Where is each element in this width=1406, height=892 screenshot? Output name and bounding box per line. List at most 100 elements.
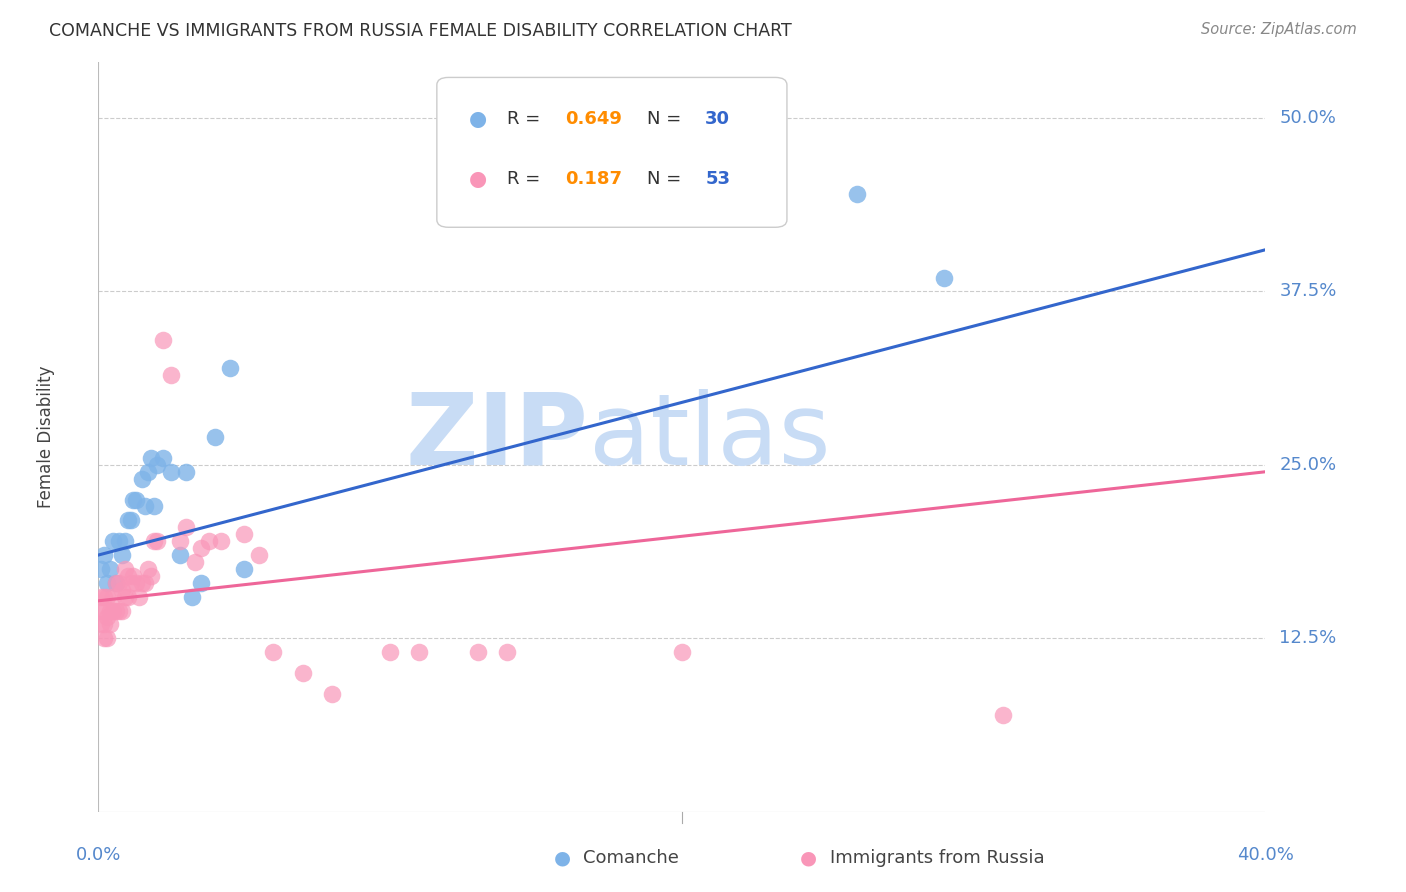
Point [98,617,121,632]
Point [114,534,136,549]
Point [93,617,115,632]
Text: 0.187: 0.187 [565,169,623,187]
Point [117,590,139,604]
Point [146,458,169,472]
Point [117,513,139,527]
Point [108,603,131,617]
Text: ●: ● [468,109,486,128]
Point [160,368,183,382]
Text: 37.5%: 37.5% [1279,283,1337,301]
Point [111,582,134,597]
Point [96,575,118,590]
Point [146,534,169,549]
Point [846,187,869,202]
Point [93,590,115,604]
Point [104,575,127,590]
Point [142,500,165,514]
Point [183,555,205,569]
Point [96,590,118,604]
Point [128,590,150,604]
Point [139,450,162,465]
Point [101,534,124,549]
Point [233,562,256,576]
Text: 30: 30 [706,110,730,128]
Point [108,575,131,590]
Text: Comanche: Comanche [583,849,679,867]
Point [93,603,115,617]
Text: 0.649: 0.649 [565,110,621,128]
Point [90,617,112,632]
Point [408,645,430,659]
Point [198,534,221,549]
Point [90,590,112,604]
Point [233,527,256,541]
Point [991,707,1014,722]
Point [380,645,402,659]
FancyBboxPatch shape [437,78,787,227]
Point [122,492,145,507]
Text: ZIP: ZIP [406,389,589,485]
Point [218,360,240,375]
Point [120,513,142,527]
Point [180,590,202,604]
Text: ●: ● [554,848,571,868]
Point [117,569,139,583]
Text: Immigrants from Russia: Immigrants from Russia [830,849,1045,867]
Text: 0.0%: 0.0% [76,847,121,864]
Point [122,569,145,583]
Point [139,569,162,583]
Point [98,562,121,576]
Point [169,534,191,549]
Point [111,603,134,617]
Text: 12.5%: 12.5% [1279,629,1337,648]
Point [98,603,121,617]
Point [114,590,136,604]
Point [125,575,148,590]
Point [321,687,343,701]
Point [120,575,142,590]
Point [160,465,183,479]
Point [152,333,174,347]
Text: R =: R = [508,169,546,187]
Text: N =: N = [647,169,688,187]
Point [134,500,156,514]
Point [496,645,519,659]
Point [142,534,165,549]
Point [131,472,153,486]
Point [190,575,212,590]
Text: ●: ● [468,169,486,188]
Point [152,450,174,465]
Point [291,665,314,680]
Point [90,603,112,617]
Point [204,430,226,444]
Point [134,575,156,590]
Point [136,562,159,576]
Text: R =: R = [508,110,546,128]
Text: COMANCHE VS IMMIGRANTS FROM RUSSIA FEMALE DISABILITY CORRELATION CHART: COMANCHE VS IMMIGRANTS FROM RUSSIA FEMAL… [49,22,792,40]
Point [96,632,118,646]
Point [174,465,197,479]
Point [90,562,112,576]
Point [111,548,134,562]
Point [136,465,159,479]
Point [190,541,212,555]
Text: ●: ● [800,848,817,868]
Point [101,603,124,617]
Point [934,270,956,285]
Point [101,590,124,604]
Point [93,548,115,562]
Point [262,645,284,659]
Text: 50.0%: 50.0% [1279,109,1336,127]
Point [209,534,232,549]
Text: atlas: atlas [589,389,830,485]
Point [174,520,197,534]
Point [247,548,270,562]
Point [467,645,489,659]
Text: Female Disability: Female Disability [37,366,55,508]
Point [108,534,131,549]
Text: 53: 53 [706,169,730,187]
Point [93,632,115,646]
Point [671,645,693,659]
Point [114,562,136,576]
Point [125,492,148,507]
